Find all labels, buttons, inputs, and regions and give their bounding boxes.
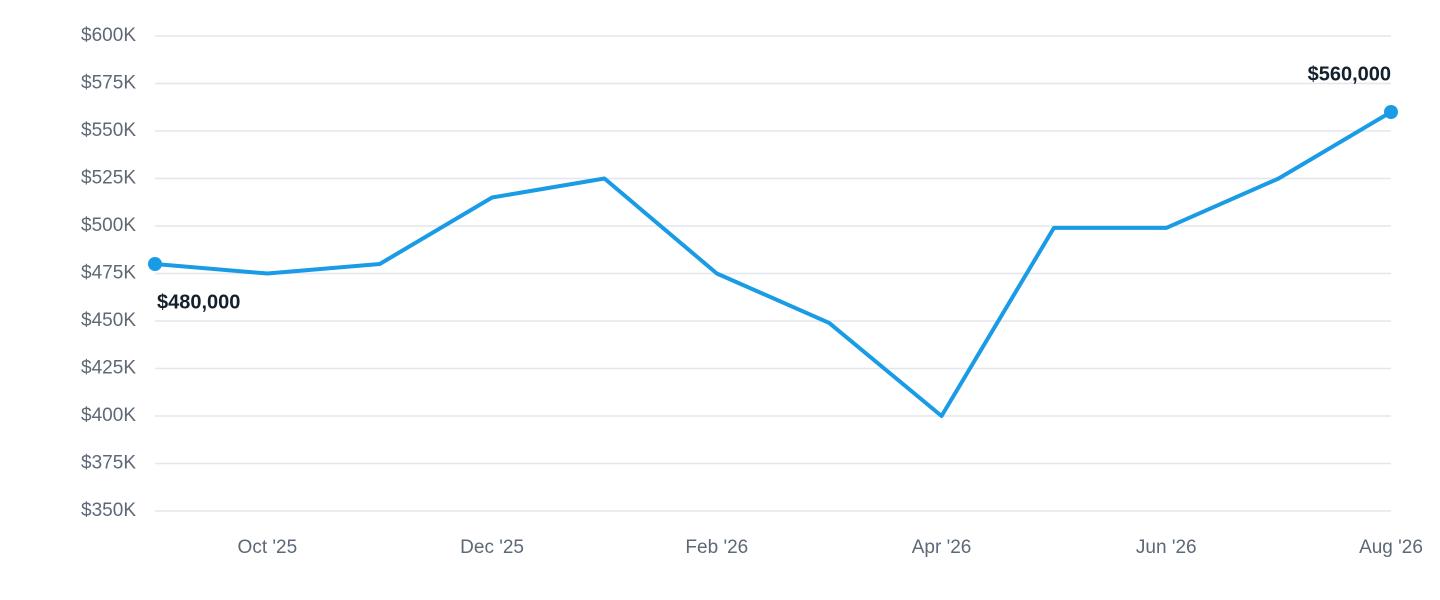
y-tick-label: $475K	[81, 263, 136, 284]
x-tick-label: Apr '26	[912, 537, 972, 558]
y-tick-label: $525K	[81, 168, 136, 189]
x-tick-label: Dec '25	[460, 537, 524, 558]
point	[148, 257, 162, 271]
value-label: $480,000	[157, 291, 240, 313]
point	[1384, 105, 1398, 119]
x-tick-label: Oct '25	[238, 537, 298, 558]
x-tick-label: Feb '26	[685, 537, 748, 558]
y-tick-label: $500K	[81, 215, 136, 236]
y-tick-label: $600K	[81, 25, 136, 46]
y-tick-label: $375K	[81, 453, 136, 474]
y-tick-label: $450K	[81, 310, 136, 331]
y-tick-label: $550K	[81, 120, 136, 141]
y-tick-label: $350K	[81, 500, 136, 521]
x-tick-label: Aug '26	[1359, 537, 1423, 558]
y-tick-label: $400K	[81, 405, 136, 426]
x-tick-label: Jun '26	[1136, 537, 1197, 558]
value-label: $560,000	[1308, 63, 1391, 85]
y-tick-label: $575K	[81, 73, 136, 94]
y-tick-label: $425K	[81, 358, 136, 379]
line	[154, 110, 1393, 418]
